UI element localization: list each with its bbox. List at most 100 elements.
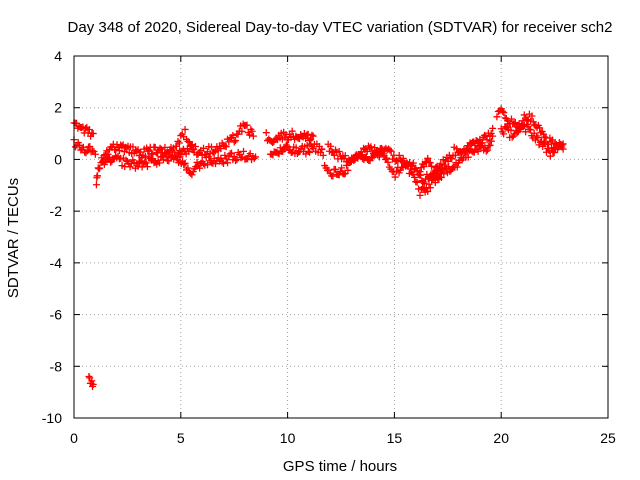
x-tick-label: 5 bbox=[177, 430, 185, 446]
data-point bbox=[302, 134, 310, 142]
data-point bbox=[142, 159, 150, 167]
data-point bbox=[229, 132, 237, 140]
data-point bbox=[481, 131, 489, 139]
data-point bbox=[513, 129, 521, 137]
data-point bbox=[129, 143, 137, 151]
y-tick-label: 4 bbox=[54, 48, 62, 64]
x-tick-label: 25 bbox=[600, 430, 616, 446]
data-point bbox=[85, 373, 93, 381]
data-point bbox=[548, 136, 556, 144]
data-point bbox=[446, 167, 454, 175]
data-point bbox=[440, 170, 448, 178]
data-point bbox=[262, 129, 270, 137]
data-point bbox=[76, 141, 84, 149]
data-point bbox=[471, 141, 479, 149]
data-point bbox=[122, 156, 130, 164]
data-point bbox=[288, 127, 296, 135]
data-point bbox=[464, 153, 472, 161]
data-point bbox=[134, 162, 142, 170]
data-point bbox=[436, 169, 444, 177]
y-tick-label: -10 bbox=[42, 410, 62, 426]
data-point bbox=[559, 140, 567, 148]
data-point bbox=[303, 141, 311, 149]
data-point bbox=[284, 143, 292, 151]
data-point bbox=[144, 147, 152, 155]
data-point bbox=[331, 165, 339, 173]
data-point bbox=[234, 130, 242, 138]
data-point bbox=[204, 161, 211, 169]
data-point bbox=[184, 164, 192, 172]
data-point bbox=[328, 148, 336, 156]
data-point bbox=[558, 141, 566, 149]
data-point bbox=[82, 124, 90, 132]
data-point bbox=[489, 124, 497, 132]
data-point bbox=[162, 153, 170, 161]
data-point bbox=[541, 140, 549, 148]
y-tick-label: -8 bbox=[50, 358, 63, 374]
x-tick-label: 10 bbox=[280, 430, 296, 446]
data-point bbox=[511, 119, 519, 127]
data-point bbox=[199, 144, 207, 152]
data-point bbox=[550, 149, 558, 157]
data-point bbox=[410, 173, 418, 181]
data-point bbox=[93, 172, 101, 180]
y-tick-label: -4 bbox=[50, 255, 63, 271]
data-point bbox=[88, 377, 96, 385]
data-point bbox=[243, 121, 251, 129]
data-point bbox=[184, 137, 192, 145]
data-point bbox=[399, 154, 407, 162]
data-point bbox=[329, 172, 337, 180]
data-point bbox=[141, 152, 149, 160]
data-point bbox=[416, 168, 424, 176]
data-point bbox=[181, 159, 189, 167]
data-point bbox=[133, 147, 141, 155]
data-point bbox=[220, 159, 228, 167]
x-axis-ticks: 0 5 10 15 20 25 bbox=[70, 56, 616, 446]
data-point bbox=[221, 142, 229, 150]
data-point bbox=[155, 159, 163, 167]
data-trace bbox=[324, 132, 497, 187]
plot-frame bbox=[73, 55, 609, 419]
data-point bbox=[165, 157, 173, 165]
data-point bbox=[536, 124, 544, 132]
data-point bbox=[486, 141, 494, 149]
data-point bbox=[89, 130, 97, 138]
data-point bbox=[85, 126, 93, 134]
data-point bbox=[274, 149, 282, 157]
data-point bbox=[453, 145, 461, 153]
data-point bbox=[493, 113, 501, 121]
data-point bbox=[500, 109, 508, 117]
data-point bbox=[304, 147, 312, 155]
data-point bbox=[428, 162, 436, 170]
x-tick-label: 15 bbox=[387, 430, 403, 446]
data-point bbox=[533, 132, 541, 140]
data-trace bbox=[70, 119, 97, 140]
data-point bbox=[386, 146, 394, 154]
data-point bbox=[304, 130, 312, 138]
data-point bbox=[141, 158, 149, 166]
data-point bbox=[462, 145, 470, 153]
data-point bbox=[448, 155, 456, 163]
data-point bbox=[92, 181, 100, 189]
data-trace bbox=[497, 120, 567, 160]
data-point bbox=[292, 144, 300, 152]
x-tick-label: 20 bbox=[493, 430, 509, 446]
data-point bbox=[371, 144, 379, 152]
data-point bbox=[522, 128, 530, 136]
data-point bbox=[425, 180, 433, 188]
data-point bbox=[105, 153, 113, 161]
data-point bbox=[358, 151, 366, 159]
data-point bbox=[250, 154, 258, 162]
data-point bbox=[238, 127, 246, 135]
data-point bbox=[546, 152, 554, 160]
data-point bbox=[181, 125, 189, 133]
data-point bbox=[175, 139, 183, 147]
data-point bbox=[409, 159, 417, 167]
data-point bbox=[233, 156, 241, 164]
data-point bbox=[240, 147, 248, 155]
data-point bbox=[306, 148, 314, 156]
data-point bbox=[375, 153, 383, 161]
data-point bbox=[548, 144, 556, 152]
x-axis-label: GPS time / hours bbox=[283, 458, 397, 475]
data-point bbox=[308, 131, 316, 139]
